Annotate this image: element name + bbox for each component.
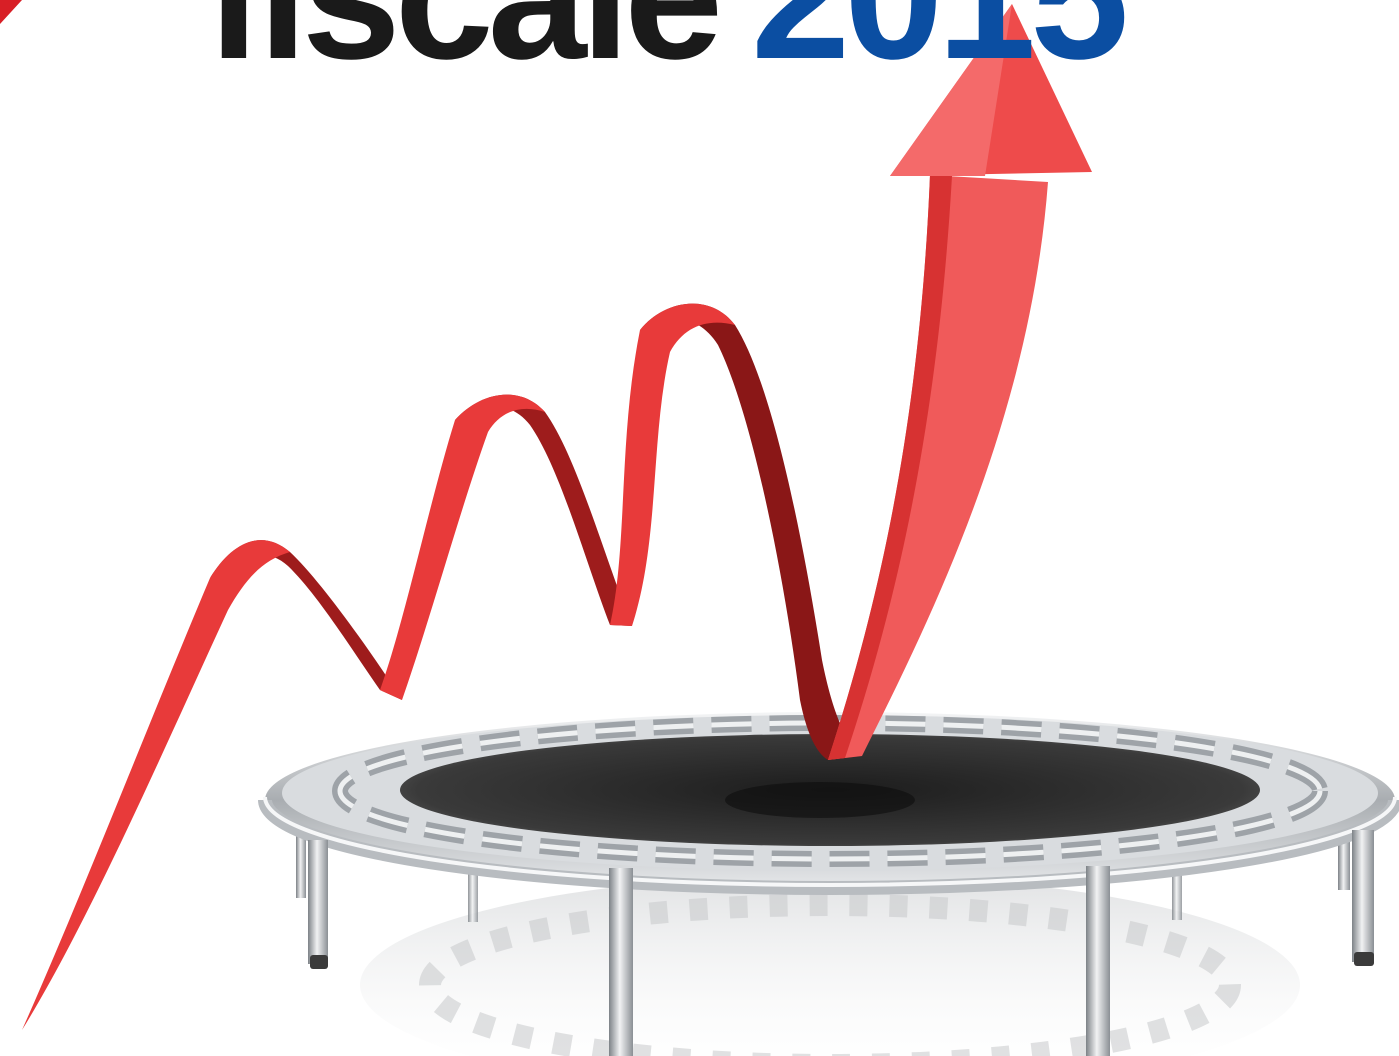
red-corner-badge xyxy=(0,0,22,24)
trampoline-legs-front xyxy=(308,830,1374,1056)
growth-arrow xyxy=(22,4,1092,1030)
trampoline-reflection xyxy=(360,875,1300,1056)
arrow-contact-shadow xyxy=(725,782,915,818)
headline-word: fiscale xyxy=(205,0,723,86)
headline-year: 2015 xyxy=(751,0,1129,86)
headline: fiscale 2015 xyxy=(205,0,1399,86)
